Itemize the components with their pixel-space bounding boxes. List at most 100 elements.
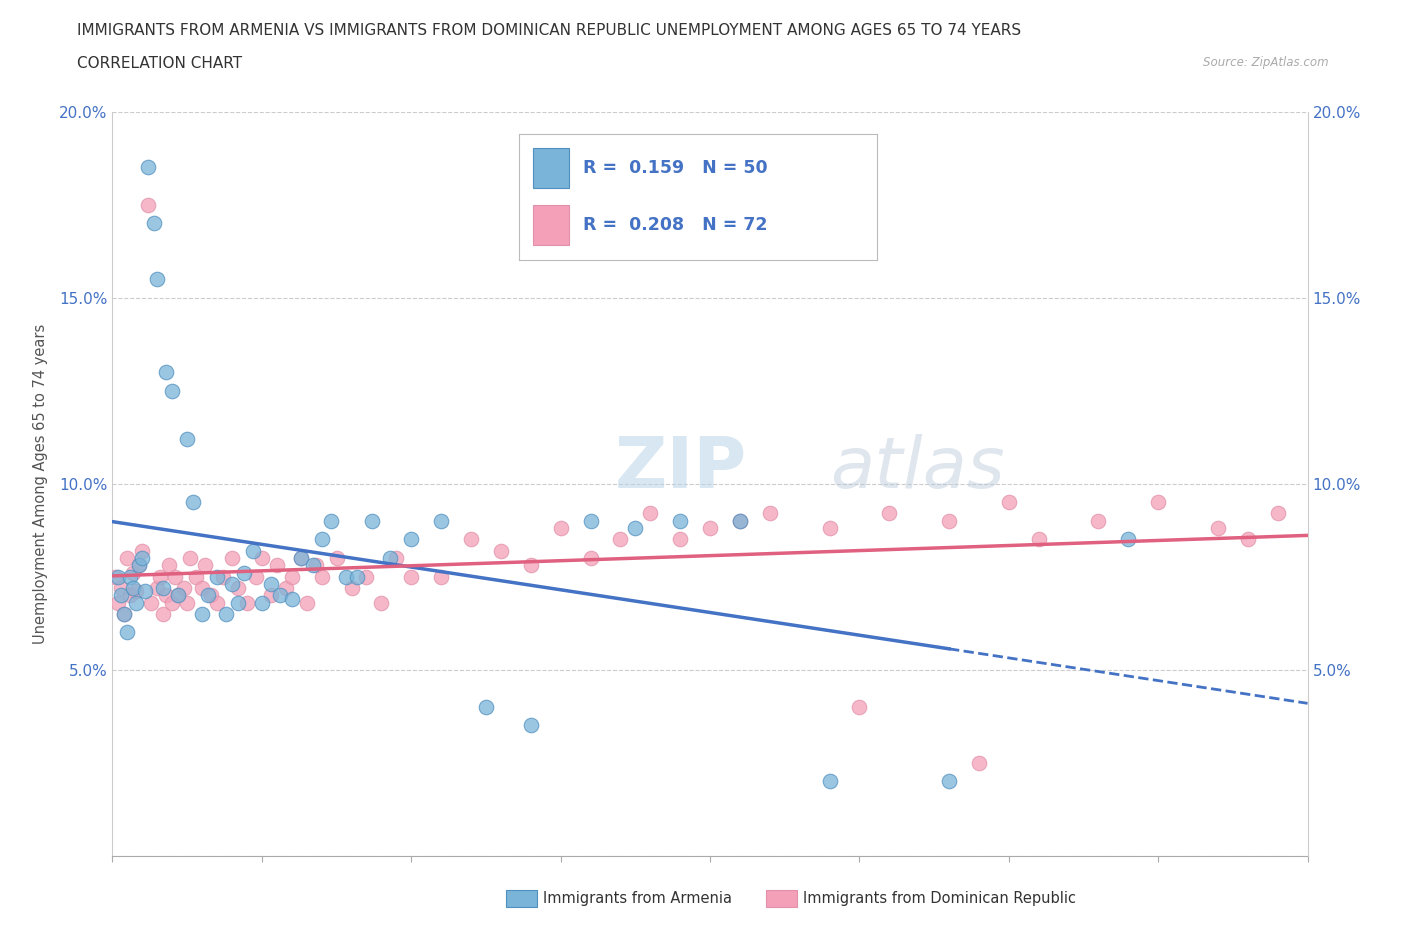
Point — [143, 216, 166, 231]
Point — [260, 588, 283, 603]
Point — [305, 558, 328, 573]
Point — [370, 595, 392, 610]
Point — [380, 551, 402, 565]
Point — [266, 558, 288, 573]
Point — [122, 580, 145, 595]
Text: CORRELATION CHART: CORRELATION CHART — [77, 56, 242, 71]
Point — [325, 551, 347, 565]
Point — [346, 569, 368, 584]
Y-axis label: Unemployment Among Ages 65 to 74 years: Unemployment Among Ages 65 to 74 years — [34, 324, 48, 644]
Point — [167, 588, 190, 603]
Point — [131, 551, 153, 565]
Point — [579, 551, 602, 565]
Point — [430, 513, 453, 528]
Point — [104, 569, 127, 584]
Point — [699, 521, 721, 536]
Point — [186, 569, 208, 584]
Point — [149, 569, 172, 584]
Point — [152, 580, 174, 595]
Point — [107, 569, 129, 584]
Point — [938, 774, 960, 789]
Point — [624, 521, 647, 536]
Point — [117, 551, 139, 565]
Point — [430, 569, 453, 584]
Point — [475, 699, 498, 714]
Text: atlas: atlas — [830, 434, 1004, 503]
Point — [818, 774, 841, 789]
Point — [157, 558, 180, 573]
Point — [356, 569, 378, 584]
Point — [215, 606, 238, 621]
Point — [226, 595, 249, 610]
Point — [191, 580, 214, 595]
Point — [728, 513, 751, 528]
Point — [550, 521, 572, 536]
Point — [176, 432, 198, 446]
Point — [301, 558, 323, 573]
Point — [141, 595, 163, 610]
Point — [245, 569, 267, 584]
Point — [110, 588, 132, 603]
Point — [167, 588, 190, 603]
Point — [173, 580, 195, 595]
Point — [162, 383, 183, 398]
Point — [155, 365, 177, 379]
Point — [146, 580, 169, 595]
Point — [967, 755, 990, 770]
Point — [250, 595, 273, 610]
Point — [120, 588, 142, 603]
Point — [281, 569, 304, 584]
Point — [181, 495, 204, 510]
Point — [194, 558, 217, 573]
Point — [205, 595, 228, 610]
Point — [269, 588, 291, 603]
Point — [818, 521, 841, 536]
Point — [335, 569, 357, 584]
Point — [520, 718, 543, 733]
Point — [191, 606, 214, 621]
Point — [125, 595, 148, 610]
Point — [520, 558, 543, 573]
Point — [200, 588, 222, 603]
Point — [110, 580, 132, 595]
Point — [138, 160, 160, 175]
Point — [250, 551, 273, 565]
Point — [107, 595, 129, 610]
Point — [1267, 506, 1289, 521]
Point — [1028, 532, 1050, 547]
Point — [879, 506, 901, 521]
Point — [1147, 495, 1170, 510]
Point — [998, 495, 1021, 510]
Point — [122, 565, 145, 580]
Point — [117, 625, 139, 640]
Point — [242, 543, 264, 558]
Point — [120, 569, 142, 584]
Text: IMMIGRANTS FROM ARMENIA VS IMMIGRANTS FROM DOMINICAN REPUBLIC UNEMPLOYMENT AMONG: IMMIGRANTS FROM ARMENIA VS IMMIGRANTS FR… — [77, 23, 1021, 38]
Point — [233, 565, 256, 580]
Point — [609, 532, 631, 547]
Point — [460, 532, 482, 547]
Point — [221, 551, 243, 565]
Point — [848, 699, 870, 714]
Point — [401, 569, 423, 584]
Point — [1087, 513, 1109, 528]
Point — [385, 551, 408, 565]
Point — [260, 577, 283, 591]
Point — [579, 513, 602, 528]
Point — [759, 506, 782, 521]
Point — [311, 532, 333, 547]
Point — [128, 558, 150, 573]
Point — [146, 272, 169, 286]
Point — [152, 606, 174, 621]
Point — [290, 551, 312, 565]
Point — [295, 595, 318, 610]
Point — [938, 513, 960, 528]
Point — [1118, 532, 1140, 547]
Point — [236, 595, 259, 610]
Point — [274, 580, 297, 595]
Point — [125, 584, 148, 599]
Point — [1237, 532, 1260, 547]
Point — [290, 551, 312, 565]
Point — [114, 606, 135, 621]
Point — [311, 569, 333, 584]
